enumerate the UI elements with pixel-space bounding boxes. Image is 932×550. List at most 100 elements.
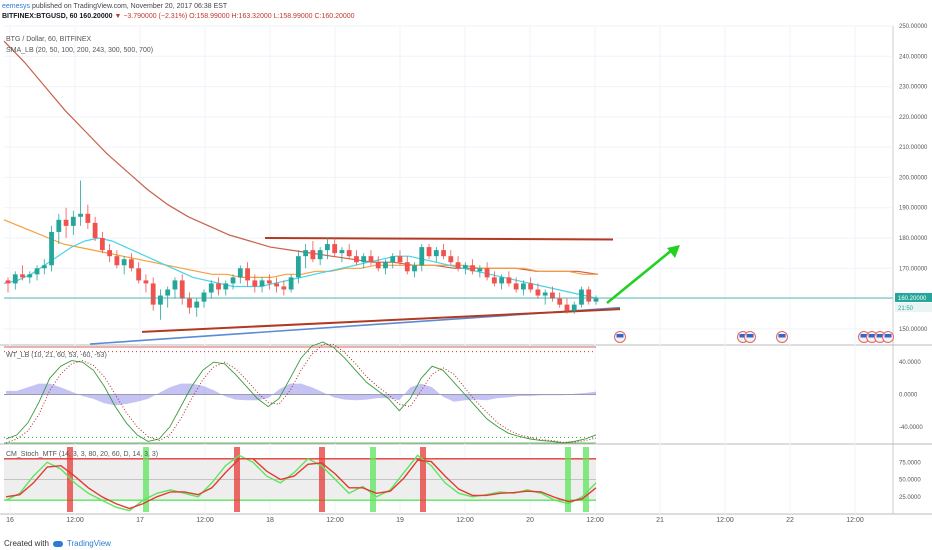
author-link[interactable]: eemesys xyxy=(2,3,31,10)
candle-body xyxy=(49,231,54,266)
stoch-tick-label: 25.0000 xyxy=(899,495,921,501)
candle-body xyxy=(499,277,505,284)
x-tick-label: 12:00 xyxy=(846,517,864,524)
candle-body xyxy=(5,280,11,284)
event-flag-icon xyxy=(739,334,747,338)
stoch-study-legend[interactable]: CM_Stoch_MTF (14, 3, 3, 80, 20, 60, D, 1… xyxy=(6,451,159,458)
x-tick-label: 12:00 xyxy=(66,517,84,524)
candle-body xyxy=(85,213,91,223)
candle-body xyxy=(259,280,265,287)
created-with-text: Created with xyxy=(4,539,49,548)
price-tick-label: 250.00000 xyxy=(899,24,928,30)
price-tick-label: 190.00000 xyxy=(899,206,928,212)
candle-body xyxy=(121,259,127,266)
x-tick-label: 20 xyxy=(526,517,534,524)
stoch-sell-bar xyxy=(319,447,325,512)
footer: Created with TradingView xyxy=(4,539,111,548)
candle-body xyxy=(397,256,403,263)
candle-body xyxy=(404,262,410,272)
last-price-badge xyxy=(895,292,932,302)
stoch-sell-bar xyxy=(67,447,73,512)
candle-body xyxy=(179,280,185,299)
candle-body xyxy=(412,265,417,272)
candle-body xyxy=(187,298,192,308)
candle-body xyxy=(339,250,345,254)
countdown-badge xyxy=(895,302,932,312)
lower-trend-line xyxy=(141,308,621,333)
candle-body xyxy=(477,268,483,272)
candle-body xyxy=(441,250,446,257)
candle-body xyxy=(557,298,563,305)
stoch-buy-bar xyxy=(370,447,376,512)
stoch-buy-bar xyxy=(143,447,149,512)
price-tick-label: 150.00000 xyxy=(899,327,928,333)
x-tick-label: 12:00 xyxy=(456,517,474,524)
candle-body xyxy=(114,256,120,266)
candle-body xyxy=(56,219,62,232)
candle-body xyxy=(201,292,207,302)
candle-body xyxy=(216,283,221,290)
stoch-buy-bar xyxy=(565,447,571,512)
tradingview-logo-icon xyxy=(52,540,63,547)
publish-header: eemesys published on TradingView.com, No… xyxy=(2,3,227,10)
candle-body xyxy=(354,256,359,263)
x-tick-label: 21 xyxy=(656,517,664,524)
candle-body xyxy=(245,268,250,281)
ohlc-values: O:158.99000 H:163.32000 L:158.99000 C:16… xyxy=(189,13,354,20)
candle-body xyxy=(20,274,25,278)
candle-body xyxy=(172,280,178,290)
symbol-header: BITFINEX:BTGUSD, 60 160.20000 ▼ −3.79000… xyxy=(2,13,355,20)
upper-trend-line xyxy=(264,237,614,241)
candle-body xyxy=(34,268,40,275)
stoch-sell-bar xyxy=(234,447,240,512)
wt-tick-label: 0.0000 xyxy=(899,393,918,399)
price-tick-label: 220.00000 xyxy=(899,115,928,121)
event-flag-icon xyxy=(746,334,754,338)
x-tick-label: 16 xyxy=(6,517,14,524)
published-text: published on TradingView.com, November 2… xyxy=(31,3,228,10)
x-tick-label: 12:00 xyxy=(326,517,344,524)
x-tick-label: 19 xyxy=(396,517,404,524)
stoch-buy-bar xyxy=(583,447,589,512)
candle-body xyxy=(375,262,381,269)
candle-body xyxy=(27,274,33,278)
symbol-line: BITFINEX:BTGUSD, 60 xyxy=(2,13,78,20)
candle-body xyxy=(368,256,374,263)
main-title-legend[interactable]: BTG / Dollar, 60, BITFINEX xyxy=(6,36,92,43)
candle-body xyxy=(12,274,18,284)
candle-body xyxy=(136,268,142,281)
candle-body xyxy=(194,301,200,308)
event-flag-icon xyxy=(616,334,624,338)
candle-body xyxy=(513,283,519,290)
candle-body xyxy=(78,213,83,217)
candle-body xyxy=(143,280,149,284)
candle-body xyxy=(361,256,367,263)
candle-body xyxy=(564,304,570,311)
candle-body xyxy=(593,298,599,302)
candle-body xyxy=(107,250,113,257)
x-tick-label: 12:00 xyxy=(586,517,604,524)
candle-body xyxy=(571,304,577,311)
event-flag-icon xyxy=(860,334,868,338)
candle-body xyxy=(448,256,454,263)
candle-body xyxy=(521,283,526,290)
tradingview-brand-link[interactable]: TradingView xyxy=(66,539,111,548)
wt-study-legend[interactable]: WT_LB (10, 21, 60, 53, -60, -53) xyxy=(6,352,107,359)
candle-body xyxy=(542,292,548,296)
event-flag-icon xyxy=(778,334,786,338)
candle-body xyxy=(390,256,396,263)
candle-body xyxy=(383,262,388,269)
candle-body xyxy=(535,289,541,296)
wt-tick-label: 40.0000 xyxy=(899,360,921,366)
price-change: ▼ −3.790000 (−2.31%) xyxy=(114,13,188,20)
main-study-legend[interactable]: SMA_LB (20, 50, 100, 200, 243, 300, 500,… xyxy=(6,47,154,54)
stoch-tick-label: 50.0000 xyxy=(899,478,921,484)
candle-body xyxy=(70,216,76,226)
wt-tick-label: -40.0000 xyxy=(899,425,923,431)
candle-body xyxy=(295,256,301,278)
price-tick-label: 180.00000 xyxy=(899,236,928,242)
candle-body xyxy=(252,280,258,287)
candle-body xyxy=(63,219,69,226)
